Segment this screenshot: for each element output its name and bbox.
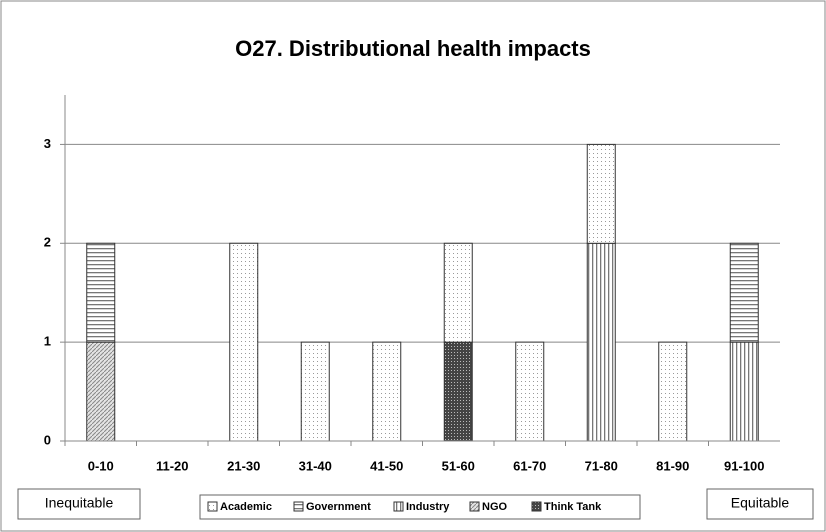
bar-segment [515,341,545,442]
bar-segment [729,242,759,343]
bar-segment [586,143,616,244]
x-tick-label: 71-80 [585,458,618,473]
legend-label: Industry [406,501,450,513]
chart-title: O27. Distributional health impacts [235,36,591,61]
bar-segment [372,341,402,442]
y-tick-label: 3 [44,136,51,151]
annotation-box [17,488,141,520]
bar-segment [300,341,330,442]
x-tick-label: 21-30 [227,458,260,473]
x-tick-label: 0-10 [88,458,114,473]
legend-swatch [469,501,480,512]
x-tick-label: 91-100 [724,458,764,473]
bar-segment [443,341,473,442]
legend-swatch [393,501,404,512]
legend-label: NGO [482,501,508,513]
bar-segment [86,341,116,442]
legend-swatch [207,501,218,512]
x-tick-label: 41-50 [370,458,403,473]
bar-segment [586,242,616,442]
bar-segment [229,242,259,442]
bar-segment [86,242,116,343]
y-tick-label: 1 [44,334,51,349]
x-tick-label: 81-90 [656,458,689,473]
legend-label: Government [306,501,371,513]
bar-segment [729,341,759,442]
legend [199,494,641,520]
y-tick-label: 2 [44,235,51,250]
x-tick-label: 31-40 [299,458,332,473]
legend-swatch [293,501,304,512]
x-tick-label: 51-60 [442,458,475,473]
legend-label: Academic [220,501,272,513]
annotation: Equitable [731,495,790,511]
x-tick-label: 61-70 [513,458,546,473]
annotation-box [706,488,814,520]
y-tick-label: 0 [44,432,51,447]
bar-segment [443,242,473,343]
annotation: Inequitable [45,495,114,511]
legend-label: Think Tank [544,501,602,513]
bar-segment [658,341,688,442]
legend-swatch [531,501,542,512]
x-tick-label: 11-20 [156,458,189,473]
